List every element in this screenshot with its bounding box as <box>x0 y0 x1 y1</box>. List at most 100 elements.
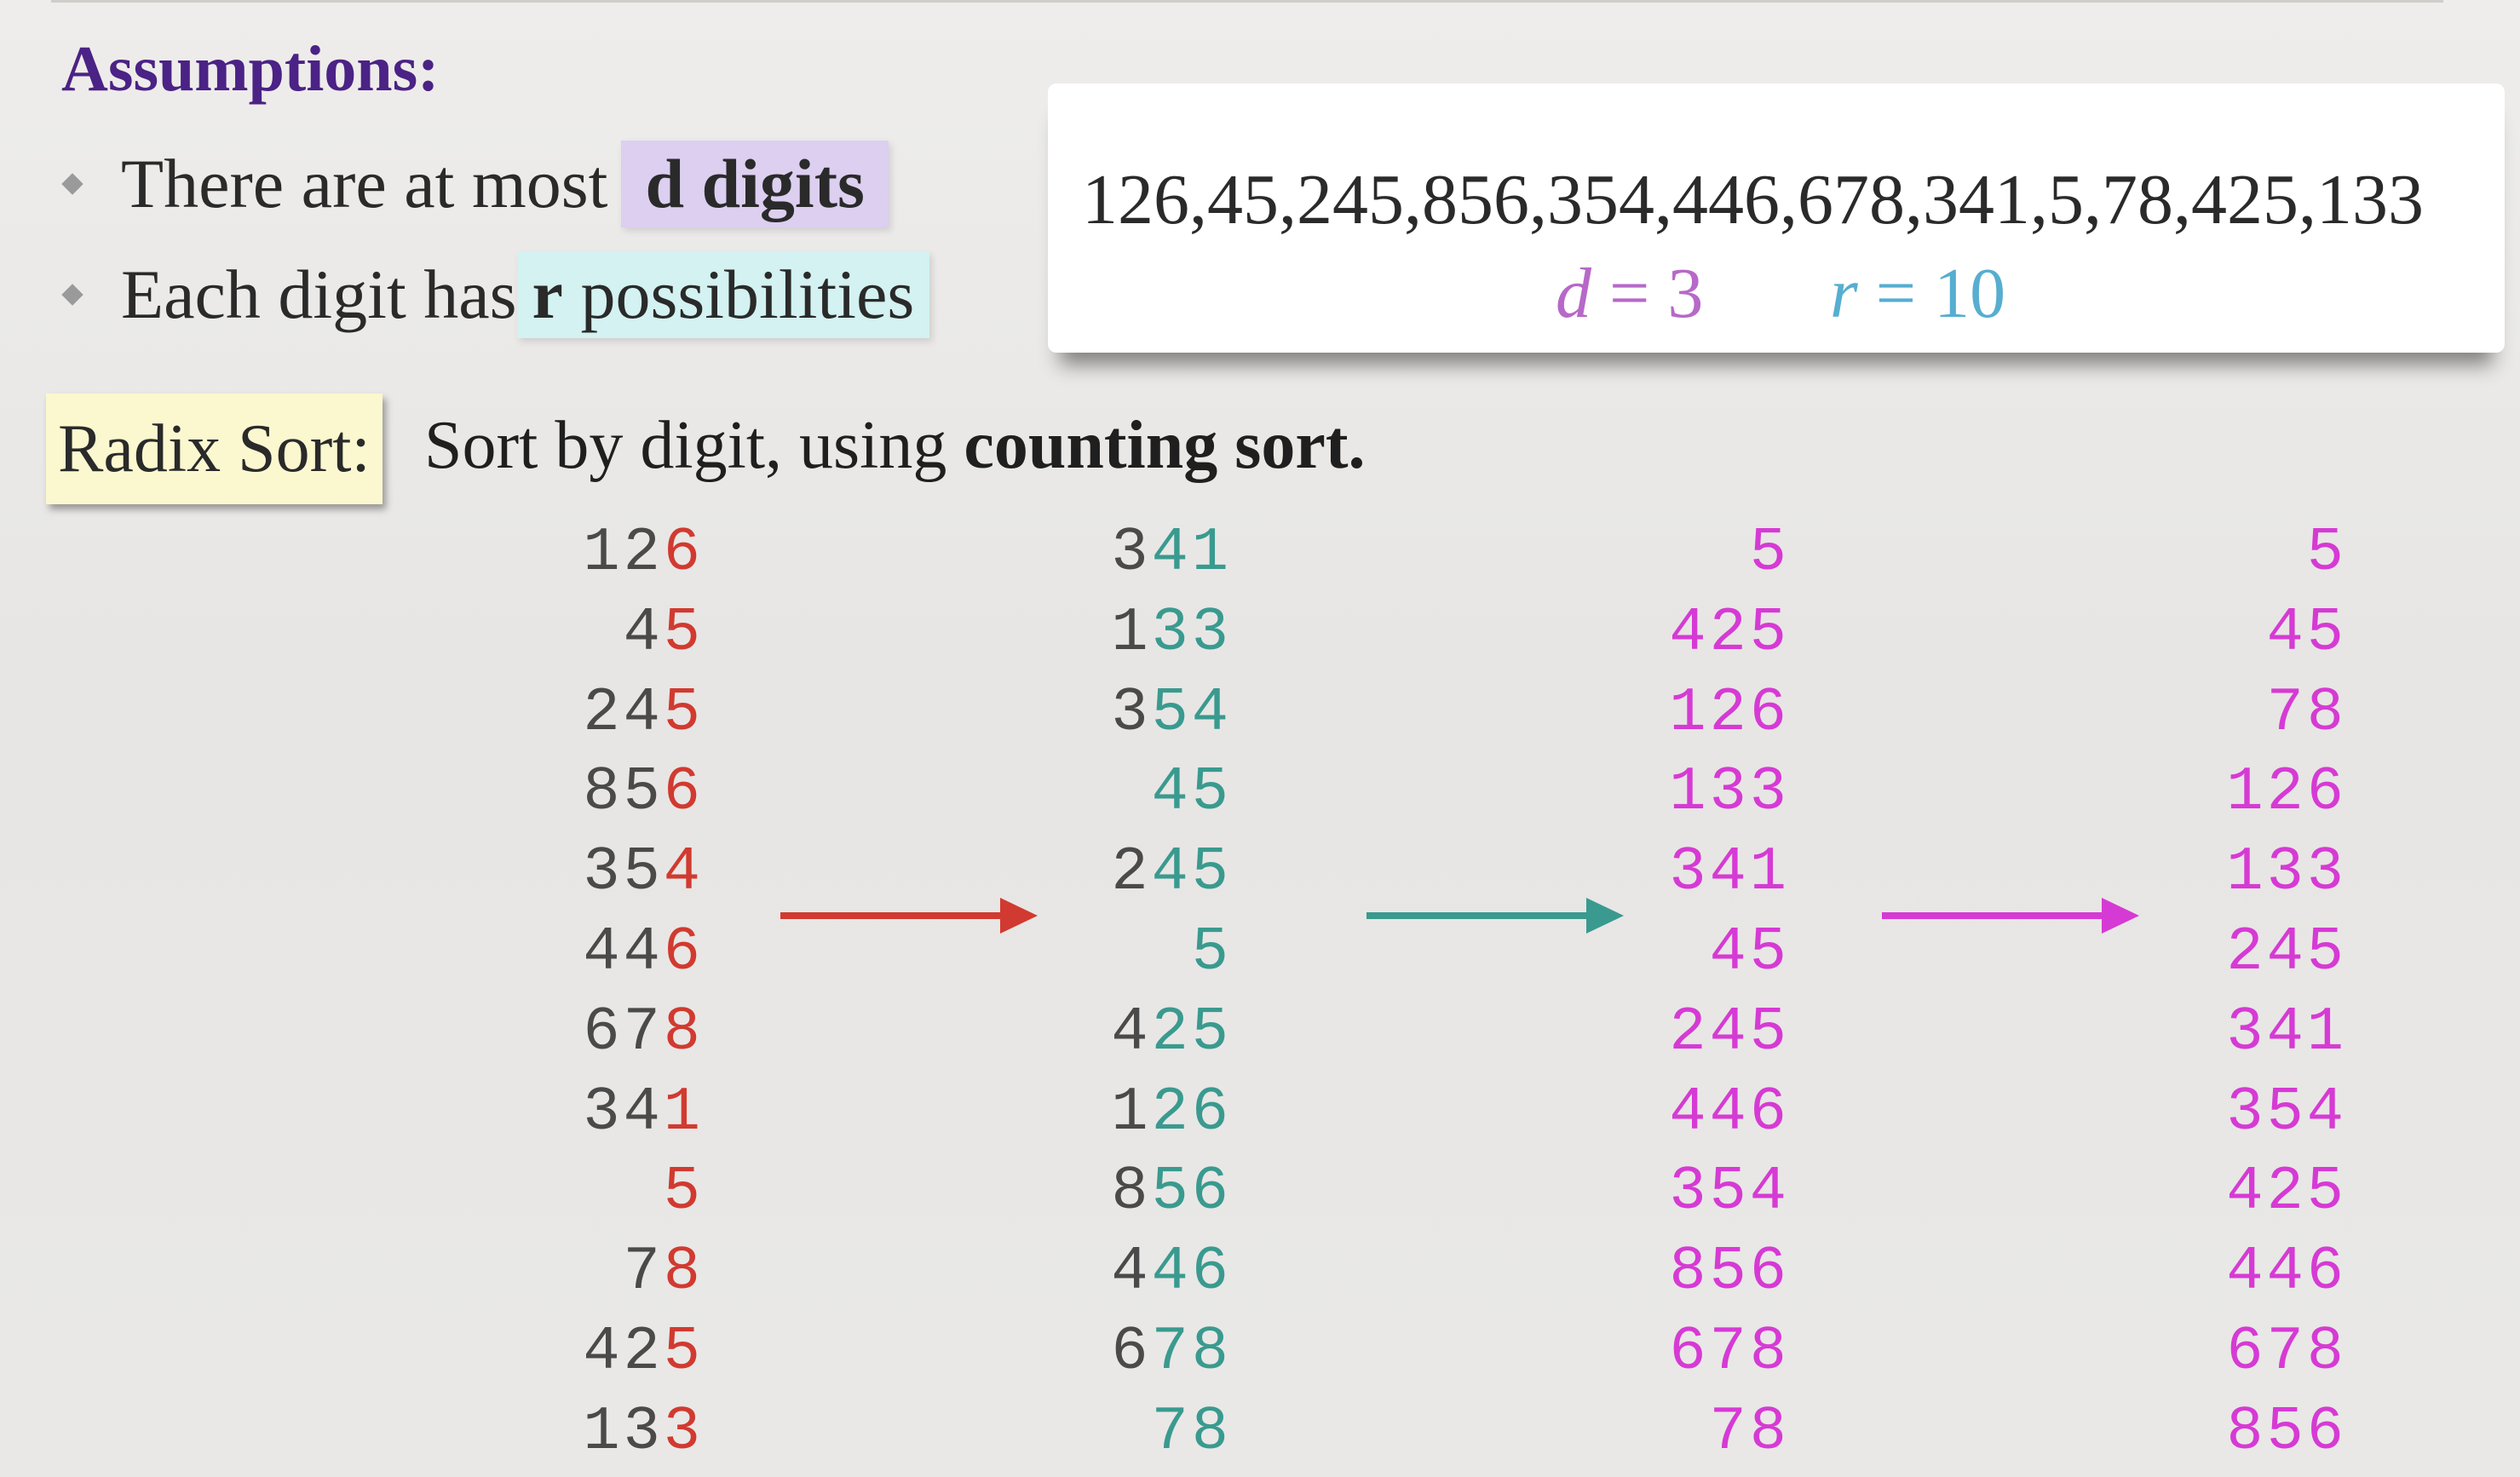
digit: 4 <box>623 1077 664 1147</box>
list-item: 45 <box>2267 594 2347 674</box>
digit: 1 <box>663 1077 704 1147</box>
r-bold: r <box>532 256 563 333</box>
digit: 4 <box>1151 837 1192 908</box>
digit: 4 <box>2226 1157 2267 1227</box>
top-divider <box>51 0 2443 3</box>
assumptions-title: Assumptions: <box>61 33 440 105</box>
list-item: 354 <box>583 833 704 913</box>
column-pass-2: 5 425 126 133 341 45 245 446 354 856 678 78 <box>1669 514 1790 1473</box>
digit: 5 <box>1749 518 1790 588</box>
list-item: 425 <box>2226 1152 2347 1233</box>
list-item: 245 <box>1111 833 1232 913</box>
digit: 4 <box>1749 1157 1790 1227</box>
digit: 8 <box>2306 677 2347 748</box>
digit: 1 <box>1111 597 1152 668</box>
digit: 5 <box>623 757 664 828</box>
arrow-pass-3-head <box>2102 898 2139 934</box>
digit: 5 <box>1749 997 1790 1067</box>
digit: 8 <box>1749 1316 1790 1387</box>
digit: 6 <box>2306 1396 2347 1467</box>
list-item: 245 <box>1669 993 1790 1073</box>
digit: 3 <box>583 837 624 908</box>
digit: 1 <box>1191 518 1232 588</box>
digit: 5 <box>1151 1157 1192 1227</box>
digit: 5 <box>1191 837 1232 908</box>
digit: 1 <box>1749 837 1790 908</box>
r-eq: = 10 <box>1875 254 2006 333</box>
digit: 5 <box>2306 597 2347 668</box>
digit: 6 <box>663 917 704 987</box>
digit: 6 <box>1749 1077 1790 1147</box>
digit: 6 <box>2306 1237 2347 1307</box>
digit: 4 <box>1151 757 1192 828</box>
radix-desc-text: Sort by digit, using <box>424 408 947 483</box>
column-pass-0: 126 45 245 856 354 446 678 341 5 78 425 133 <box>583 514 704 1473</box>
digit: 1 <box>1111 1077 1152 1147</box>
list-item: 78 <box>2267 674 2347 754</box>
digit: 5 <box>1709 1157 1750 1227</box>
list-item: 5 <box>664 1152 704 1233</box>
digit: 2 <box>2266 757 2307 828</box>
digit: 5 <box>1191 757 1232 828</box>
list-item: 341 <box>1669 833 1790 913</box>
digit: 2 <box>2266 1157 2307 1227</box>
digit: 5 <box>663 677 704 748</box>
r-possibilities-highlight: r possibilities <box>516 251 930 338</box>
digit: 3 <box>1669 837 1710 908</box>
digit: 5 <box>2266 1077 2307 1147</box>
list-item: 78 <box>1152 1393 1232 1473</box>
digit: 1 <box>1669 677 1710 748</box>
digit: 1 <box>583 518 624 588</box>
list-item: 446 <box>583 913 704 993</box>
digit: 7 <box>1709 1316 1750 1387</box>
digit: 3 <box>1749 757 1790 828</box>
digit: 2 <box>1151 1077 1192 1147</box>
digit: 7 <box>623 1237 664 1307</box>
list-item: 126 <box>2226 753 2347 833</box>
digit: 6 <box>1191 1237 1232 1307</box>
digit: 6 <box>1669 1316 1710 1387</box>
digit: 4 <box>1151 1237 1192 1307</box>
list-item: 245 <box>2226 913 2347 993</box>
digit: 6 <box>583 997 624 1067</box>
digit: 5 <box>1191 917 1232 987</box>
list-item: 245 <box>583 674 704 754</box>
r-var: r <box>1830 254 1858 333</box>
digit: 6 <box>1191 1157 1232 1227</box>
list-item: 133 <box>583 1393 704 1473</box>
digit: 7 <box>2266 1316 2307 1387</box>
digit: 6 <box>1749 677 1790 748</box>
digit: 5 <box>1709 1237 1750 1307</box>
list-item: 425 <box>1111 993 1232 1073</box>
digit: 4 <box>1709 837 1750 908</box>
example-sequence: 126,45,245,856,354,446,678,341,5,78,425,… <box>1082 160 2424 239</box>
list-item: 133 <box>2226 833 2347 913</box>
digit: 3 <box>1191 597 1232 668</box>
arrow-pass-3-icon <box>1882 898 2139 934</box>
list-item: 133 <box>1111 594 1232 674</box>
digit: 4 <box>623 677 664 748</box>
digit: 4 <box>1709 1077 1750 1147</box>
list-item: 856 <box>1111 1152 1232 1233</box>
bullet-possibilities: Each digit has r possibilities <box>61 244 930 346</box>
digit: 4 <box>583 1316 624 1387</box>
list-item: 678 <box>583 993 704 1073</box>
list-item: 78 <box>624 1233 704 1313</box>
list-item: 678 <box>1669 1313 1790 1393</box>
digit: 7 <box>1151 1396 1192 1467</box>
list-item: 856 <box>583 753 704 833</box>
list-item: 856 <box>2226 1393 2347 1473</box>
list-item: 126 <box>1669 674 1790 754</box>
digit: 6 <box>2226 1316 2267 1387</box>
digit: 2 <box>1111 837 1152 908</box>
list-item: 354 <box>2226 1073 2347 1153</box>
digit: 4 <box>663 837 704 908</box>
list-item: 78 <box>1710 1393 1790 1473</box>
digit: 4 <box>2266 997 2307 1067</box>
digit: 6 <box>663 518 704 588</box>
list-item: 446 <box>1669 1073 1790 1153</box>
digit: 4 <box>1111 997 1152 1067</box>
digit: 3 <box>583 1077 624 1147</box>
digit: 7 <box>1151 1316 1192 1387</box>
digit: 2 <box>583 677 624 748</box>
